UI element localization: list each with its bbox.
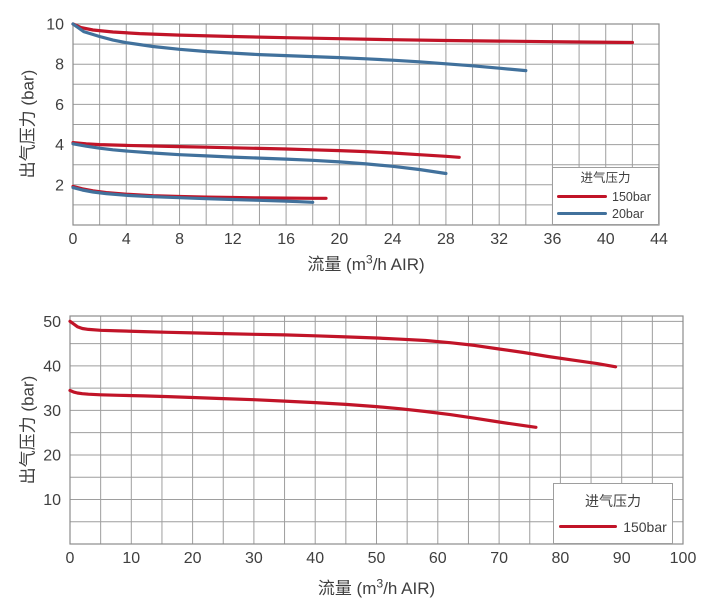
- x-axis-title: 流量 (m3/h AIR): [73, 250, 659, 275]
- legend-line-150bar-icon: [557, 195, 607, 199]
- y-tick-label: 4: [55, 137, 64, 154]
- x-tick-label: 60: [429, 550, 447, 567]
- legend-title: 进气压力: [585, 493, 641, 509]
- x-tick-label: 100: [670, 550, 697, 567]
- y-tick-label: 8: [55, 57, 64, 74]
- x-axis-title-post: /h AIR): [383, 579, 436, 598]
- pressure-flow-chart-bottom: 0 10 20 30 40 50 60 70 80 90 100 10 20 30 40 50 出气压力 (b…: [0, 290, 704, 614]
- x-tick-label: 8: [175, 231, 184, 248]
- legend-entry-150bar: 150bar: [557, 190, 654, 204]
- pressure-flow-chart-top: 0 4 8 12 16 20 24 28 32 36 40 44 2 4 6 8 10 出气压力 (bar) 流…: [0, 0, 704, 290]
- x-tick-label: 70: [490, 550, 508, 567]
- legend-line-150bar-icon: [559, 525, 618, 528]
- y-tick-label: 50: [43, 314, 61, 331]
- series-20bar-lower: [71, 186, 315, 204]
- x-axis-title-pre: 流量 (m: [317, 579, 377, 598]
- x-tick-label: 80: [552, 550, 570, 567]
- y-axis-title: 出气压力 (bar): [18, 69, 38, 179]
- x-axis-title-post: /h AIR): [372, 255, 425, 274]
- legend-line-20bar-icon: [557, 212, 607, 216]
- series-150bar-upper: [68, 319, 618, 369]
- tick-labels: 0 10 20 30 40 50 60 70 80 90 100 10 20 30 40 50: [43, 314, 696, 567]
- x-tick-label: 4: [122, 231, 131, 248]
- x-tick-label: 44: [650, 231, 668, 248]
- x-tick-label: 90: [613, 550, 631, 567]
- y-tick-label: 30: [43, 403, 61, 420]
- y-tick-label: 6: [55, 97, 64, 114]
- legend-entry-150bar: 150bar: [559, 519, 667, 535]
- legend-entry-20bar: 20bar: [557, 207, 654, 221]
- x-tick-label: 40: [597, 231, 615, 248]
- y-tick-label: 10: [43, 492, 61, 509]
- x-tick-label: 16: [277, 231, 295, 248]
- x-tick-label: 50: [368, 550, 386, 567]
- y-tick-label: 20: [43, 447, 61, 464]
- x-tick-label: 10: [122, 550, 140, 567]
- y-tick-label: 10: [46, 17, 64, 34]
- x-tick-label: 20: [330, 231, 348, 248]
- series-20bar-middle: [71, 142, 448, 176]
- plot-svg-bottom: 0 10 20 30 40 50 60 70 80 90 100 10 20 30 40 50: [43, 314, 696, 567]
- x-tick-label: 0: [66, 550, 75, 567]
- x-axis-title-pre: 流量 (m: [307, 255, 366, 274]
- legend: 进气压力 150bar 20bar: [552, 167, 659, 225]
- legend-label: 20bar: [612, 206, 644, 221]
- legend-label: 150bar: [612, 189, 651, 204]
- series-150bar-lower: [71, 184, 328, 200]
- x-tick-label: 0: [69, 231, 78, 248]
- series-150bar-lower: [68, 388, 538, 429]
- x-tick-label: 28: [437, 231, 455, 248]
- x-axis-title-sup: 3: [376, 576, 384, 591]
- series-150bar-middle: [71, 141, 461, 159]
- x-tick-label: 36: [544, 231, 562, 248]
- x-axis-title-sup: 3: [365, 252, 373, 267]
- x-tick-label: 20: [184, 550, 202, 567]
- x-tick-label: 12: [224, 231, 242, 248]
- series-20bar-upper: [71, 22, 528, 73]
- y-tick-label: 2: [55, 177, 64, 194]
- legend-title: 进气压力: [580, 171, 631, 185]
- x-tick-label: 32: [490, 231, 508, 248]
- x-axis-title: 流量 (m3/h AIR): [70, 574, 683, 599]
- y-tick-label: 40: [43, 358, 61, 375]
- y-axis-title: 出气压力 (bar): [18, 375, 38, 485]
- x-tick-label: 24: [384, 231, 402, 248]
- x-tick-label: 30: [245, 550, 263, 567]
- series-150bar-upper: [71, 22, 635, 45]
- legend: 进气压力 150bar: [553, 483, 673, 544]
- x-tick-label: 40: [306, 550, 324, 567]
- plot-border: [72, 23, 660, 226]
- plot-border: [69, 315, 684, 545]
- legend-label: 150bar: [623, 518, 667, 535]
